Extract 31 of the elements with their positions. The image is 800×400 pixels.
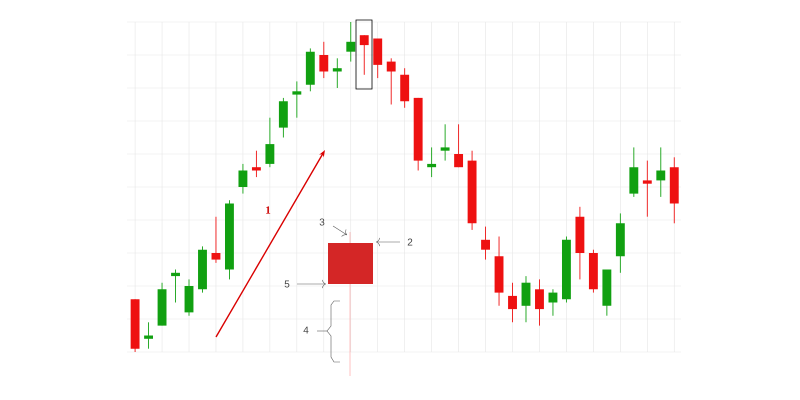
candlestick <box>522 276 530 323</box>
candlestick <box>670 156 679 224</box>
annotation: 1 <box>266 206 270 214</box>
candlestick <box>198 246 207 294</box>
candlestick <box>278 97 288 138</box>
candlestick <box>319 41 328 79</box>
candlestick <box>548 288 558 316</box>
annotation: 2 <box>408 238 412 246</box>
candlestick <box>468 150 477 230</box>
annotation: 3 <box>320 218 324 226</box>
candlestick <box>588 249 598 294</box>
candlestick <box>144 322 154 350</box>
candlestick <box>656 146 666 198</box>
candlestick <box>130 298 140 352</box>
candlestick <box>265 117 274 168</box>
annotation: 4 <box>303 326 308 334</box>
candlestick <box>360 34 369 76</box>
candlestick <box>252 150 261 178</box>
candlestick <box>602 269 612 316</box>
candlestick <box>184 278 194 316</box>
candlestick <box>238 163 248 194</box>
candlestick <box>575 206 584 280</box>
candlestick <box>629 146 638 198</box>
candlestick <box>373 38 382 79</box>
annotation: 5 <box>284 280 290 288</box>
candlestick <box>616 212 625 274</box>
candlestick <box>306 48 315 92</box>
candlestick <box>414 97 423 171</box>
candlestick <box>332 58 342 88</box>
candlestick <box>224 200 234 280</box>
candlestick <box>386 58 396 105</box>
